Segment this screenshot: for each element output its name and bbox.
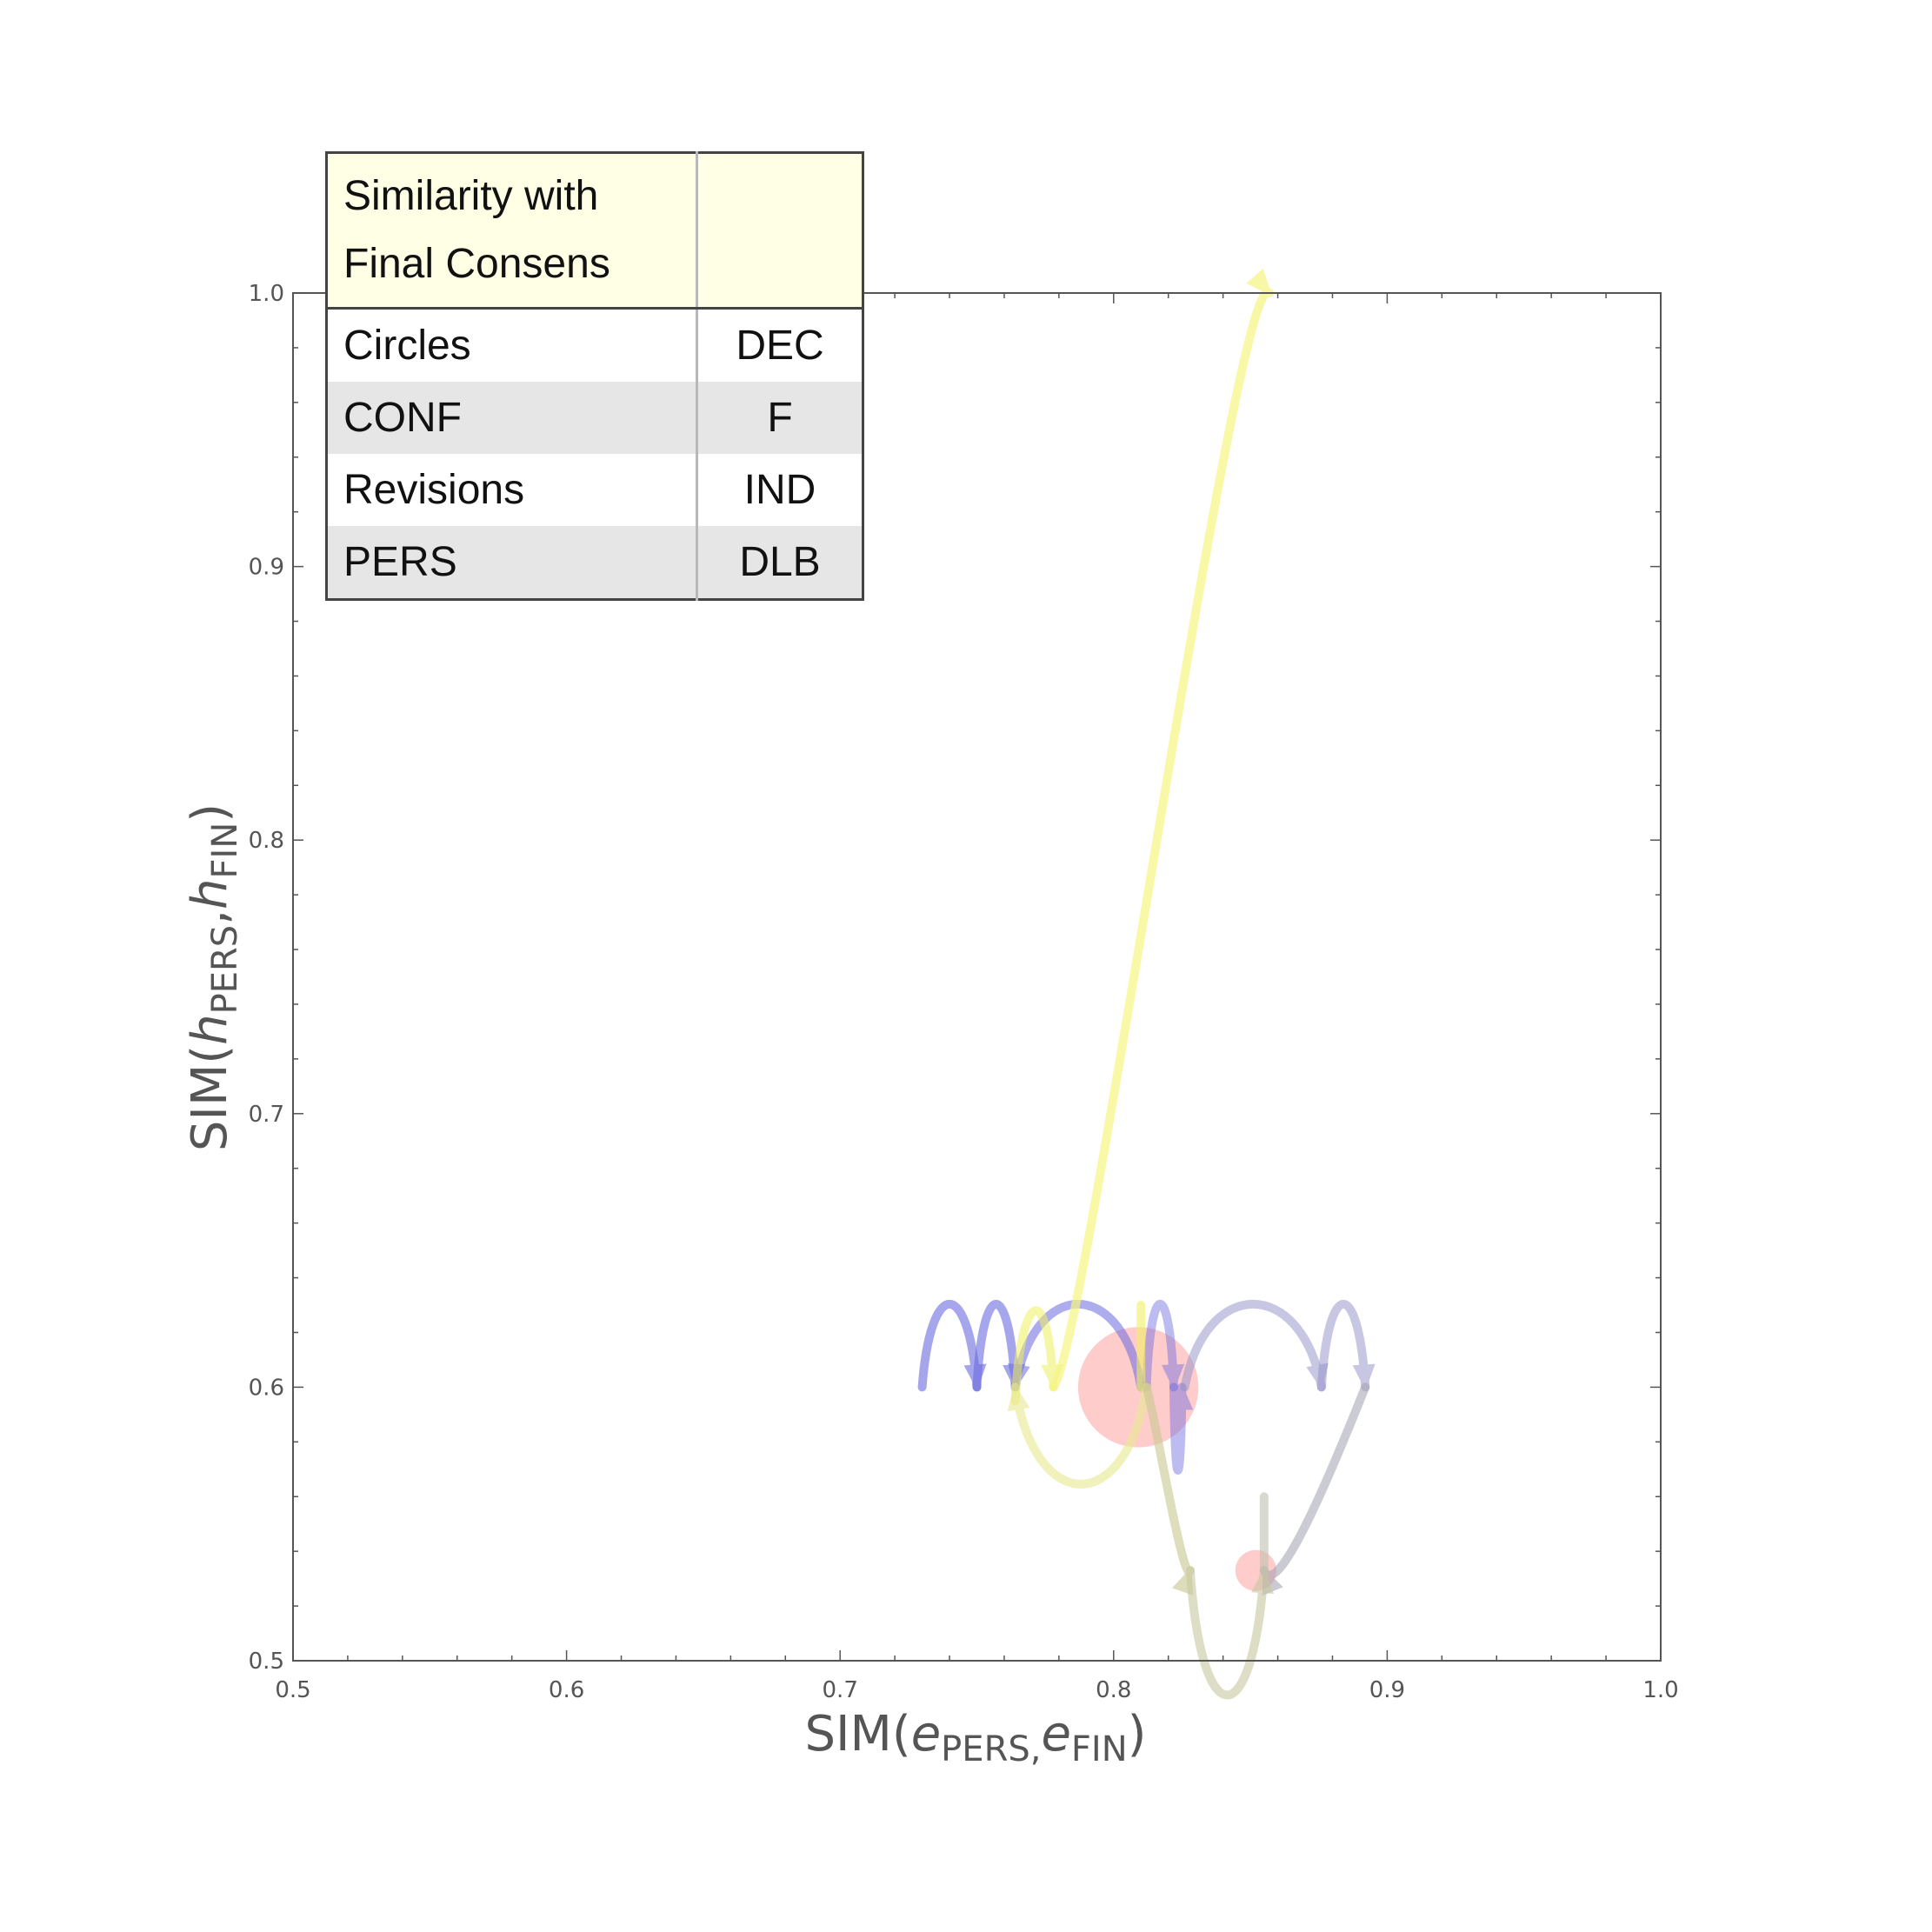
arrow-shaft [1259,1382,1370,1580]
y-tick-label: 0.6 [249,1375,284,1401]
arrow-shaft [1185,1566,1269,1700]
revision-arrow [1049,268,1275,1392]
arrow-head [1007,1383,1030,1412]
x-axis-label-sub2: FIN [1071,1729,1128,1769]
x-axis-label-var1: e [911,1706,941,1762]
x-axis-label-suffix: ) [1128,1706,1147,1762]
x-axis-label-prefix: SIM( [804,1706,910,1762]
legend-row-revisions: Revisions IND [326,454,863,526]
legend-header-title: Similarity with Final Consens [326,152,697,310]
arrow-head [1251,1567,1275,1594]
y-axis-label-suffix: ) [182,803,238,823]
y-axis-label-sub1: PERS [205,925,245,1015]
arrow-head [1246,268,1272,296]
y-tick-label: 0.7 [249,1102,284,1128]
arrow-head [1170,1383,1194,1410]
x-axis-label-sub1: PERS, [941,1729,1041,1769]
legend-header-row: Similarity with Final Consens [326,152,863,310]
revision-arrow [1169,1382,1194,1475]
legend-row-value: F [696,382,863,454]
x-tick-label: 0.7 [823,1677,858,1703]
y-tick-label: 0.5 [249,1649,284,1675]
x-tick-label: 0.8 [1096,1677,1131,1703]
revision-arrow [1007,1382,1151,1489]
legend-row-label: Revisions [326,454,697,526]
x-tick-label: 0.5 [275,1677,310,1703]
legend-row-pers: PERS DLB [326,526,863,600]
x-tick-label: 0.6 [549,1677,584,1703]
y-axis-label-sep: , [182,909,238,925]
arrow-shaft [1169,1382,1187,1475]
arrow-head [1162,1363,1185,1391]
x-axis-label: SIM(ePERS,eFIN) [804,1706,1146,1769]
arrow-shaft [917,1300,982,1392]
revision-arrow [1316,1300,1376,1392]
revision-arrow [1180,1299,1329,1392]
legend-row-value: IND [696,454,863,526]
legend-row-label: PERS [326,526,697,600]
arrow-shaft [1010,1306,1058,1406]
y-axis-label-var1: h [182,1014,238,1045]
axis-ticks: 0.5 0.6 0.7 0.8 0.9 1.0 0.5 0.6 0.7 0.8 0.9 1.0 [249,281,1679,1703]
revision-arrow [1259,1382,1370,1596]
x-tick-label: 1.0 [1642,1677,1678,1703]
legend-row-label: Circles [326,308,697,382]
arrow-shaft [1010,1382,1151,1489]
y-tick-label: 0.9 [249,555,284,581]
legend-header-empty [696,152,863,310]
y-axis-label-sub2: FIN [205,823,245,879]
arrow-shaft [1049,288,1275,1392]
arrow-shaft [972,1300,1020,1392]
arrow-shaft [1142,1300,1179,1392]
arrow-head [1352,1363,1376,1391]
x-axis-label-var2: e [1041,1706,1070,1762]
revision-arrow [1142,1300,1185,1392]
arrow-shaft [1180,1299,1326,1392]
x-tick-label: 0.9 [1369,1677,1405,1703]
legend-row-circles: Circles DEC [326,308,863,382]
legend-row-value: DLB [696,526,863,600]
y-axis-label-var2: h [182,878,238,909]
legend-row-value: DEC [696,308,863,382]
arrow-shaft [1316,1300,1370,1392]
legend-header-line-2: Final Consens [343,241,610,287]
legend-row-label: CONF [326,382,697,454]
revision-arrow [1185,1566,1275,1700]
legend-row-conf: CONF F [326,382,863,454]
legend-header-line-1: Similarity with [343,173,599,219]
y-axis-label-prefix: SIM( [182,1045,238,1151]
y-axis-label: SIM(hPERS,hFIN) [182,803,245,1151]
y-tick-label: 1.0 [249,281,284,307]
y-tick-label: 0.8 [249,828,284,854]
legend-table: Similarity with Final Consens Circles DEC… [325,151,864,601]
plot-frame [292,292,1662,1662]
chart-marks [917,268,1376,1700]
